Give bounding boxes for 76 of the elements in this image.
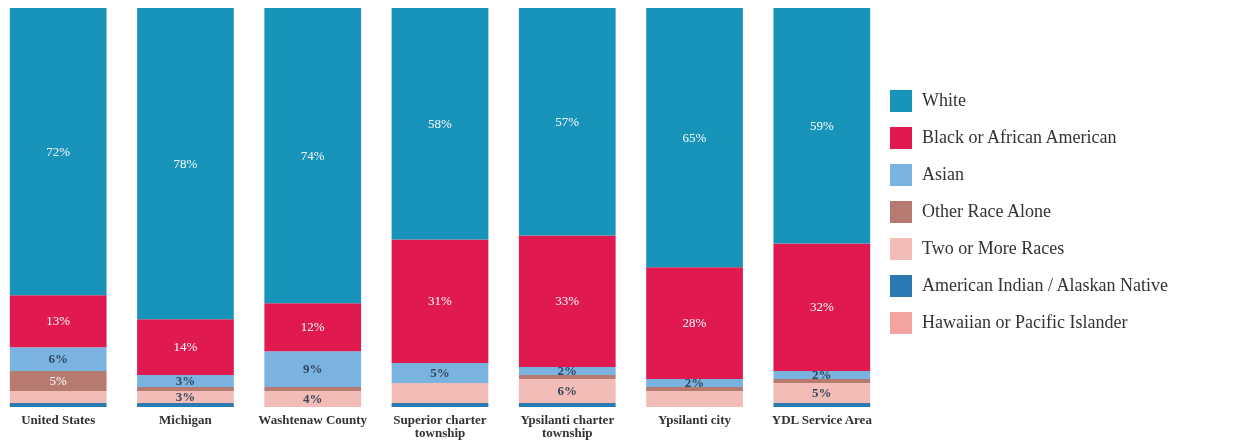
bar bbox=[646, 391, 743, 407]
bar bbox=[264, 303, 362, 352]
data-label: 3% bbox=[175, 389, 196, 405]
bar bbox=[391, 363, 489, 384]
x-tick-label: Superior charter township bbox=[393, 411, 487, 440]
data-label: 12% bbox=[300, 319, 325, 335]
bar bbox=[137, 391, 234, 404]
bar bbox=[9, 8, 107, 296]
bar bbox=[646, 8, 743, 268]
legend-label: Other Race Alone bbox=[922, 201, 1051, 221]
data-label: 33% bbox=[555, 293, 580, 309]
data-label: 74% bbox=[300, 147, 325, 163]
data-label: 28% bbox=[682, 315, 707, 331]
data-label: 2% bbox=[557, 363, 578, 379]
legend-label: Black or African American bbox=[922, 127, 1117, 147]
x-tick-label: Ypsilanti city bbox=[658, 411, 732, 427]
x-tick-label: YDL Service Area bbox=[771, 411, 873, 427]
data-label: 58% bbox=[428, 115, 453, 131]
bar bbox=[391, 239, 489, 364]
bar bbox=[518, 8, 616, 236]
data-label: 6% bbox=[48, 351, 68, 367]
data-label: 3% bbox=[175, 373, 196, 389]
data-label: 6% bbox=[557, 383, 578, 399]
bar bbox=[137, 387, 234, 392]
bar bbox=[773, 403, 871, 407]
data-label: 5% bbox=[812, 385, 832, 401]
bar bbox=[391, 403, 489, 407]
bar bbox=[9, 371, 107, 392]
data-label: 2% bbox=[684, 375, 705, 391]
data-label: 14% bbox=[173, 339, 198, 355]
bar bbox=[646, 387, 743, 392]
data-label: 2% bbox=[812, 367, 832, 383]
x-tick-label: Washtenaw County bbox=[258, 411, 368, 427]
bar bbox=[264, 387, 362, 392]
bar bbox=[9, 347, 107, 372]
bar bbox=[137, 403, 234, 407]
data-label: 65% bbox=[682, 129, 707, 145]
data-label: 57% bbox=[555, 113, 580, 129]
data-label: 5% bbox=[430, 365, 450, 381]
bar bbox=[9, 403, 107, 407]
bar bbox=[518, 235, 616, 368]
bar bbox=[391, 8, 489, 240]
x-tick-label: Michigan bbox=[159, 411, 213, 427]
bar bbox=[137, 319, 234, 376]
bar bbox=[137, 8, 234, 320]
bar bbox=[518, 379, 616, 404]
bar bbox=[773, 8, 871, 244]
legend-label: Two or More Races bbox=[922, 238, 1065, 258]
data-label: 78% bbox=[173, 155, 198, 171]
legend-label: Hawaiian or Pacific Islander bbox=[922, 312, 1128, 332]
bar bbox=[773, 383, 871, 404]
data-label: 5% bbox=[49, 373, 68, 389]
x-tick-label: Ypsilanti charter township bbox=[520, 411, 615, 440]
data-label: 72% bbox=[46, 143, 71, 159]
data-label: 59% bbox=[809, 117, 834, 133]
bar bbox=[9, 295, 107, 348]
bar bbox=[518, 375, 616, 380]
bar bbox=[9, 391, 107, 404]
data-label: 32% bbox=[809, 299, 834, 315]
bar bbox=[264, 351, 362, 388]
x-tick-label: United States bbox=[21, 411, 96, 427]
bar bbox=[264, 8, 362, 304]
bar bbox=[646, 267, 743, 380]
bar bbox=[137, 375, 234, 388]
data-label: 13% bbox=[46, 313, 71, 329]
bar bbox=[773, 379, 871, 384]
data-label: 4% bbox=[302, 391, 323, 407]
bar bbox=[518, 403, 616, 407]
bar bbox=[391, 383, 489, 404]
bar bbox=[264, 391, 362, 407]
bar bbox=[773, 243, 871, 372]
legend-label: White bbox=[922, 90, 966, 110]
legend-label: Asian bbox=[922, 164, 964, 184]
data-label: 31% bbox=[428, 293, 453, 309]
legend-label: American Indian / Alaskan Native bbox=[922, 275, 1168, 295]
data-label: 9% bbox=[302, 361, 323, 377]
